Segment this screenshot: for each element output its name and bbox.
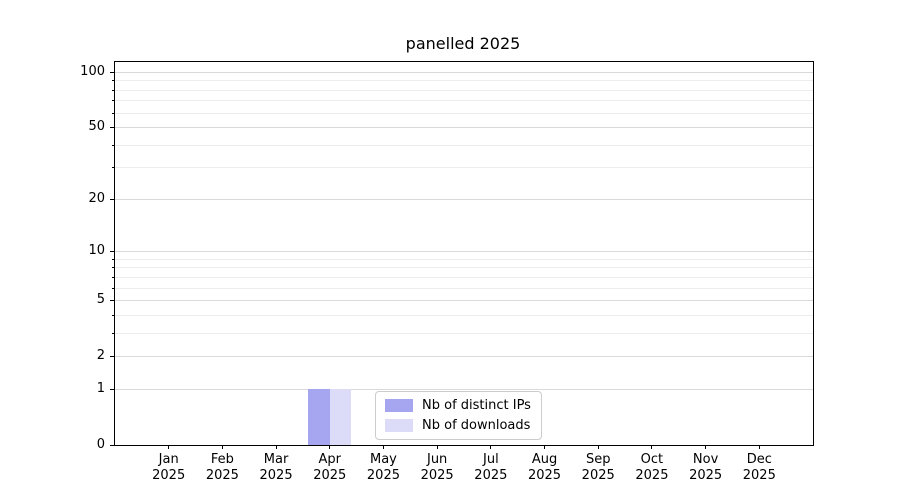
y-minor-gridline [115,167,813,169]
x-tick-label: Apr 2025 [298,452,362,484]
legend: Nb of distinct IPs Nb of downloads [375,391,542,440]
y-minor-gridline [115,287,813,289]
y-minor-tick [112,144,114,146]
bar-distinct-ips [308,388,330,445]
x-tick-year: 2025 [313,468,347,483]
x-tick-year: 2025 [205,468,239,483]
y-minor-gridline [115,276,813,278]
legend-entry: Nb of downloads [385,418,531,433]
y-minor-gridline [115,332,813,334]
y-minor-gridline [115,258,813,260]
y-minor-tick [112,100,114,102]
x-tick [436,445,438,449]
x-tick-year: 2025 [474,468,508,483]
x-tick-year: 2025 [366,468,400,483]
y-minor-tick [112,167,114,169]
x-tick-label: Aug 2025 [513,452,577,484]
y-minor-tick [112,89,114,91]
y-major-tick [110,71,114,73]
x-tick-year: 2025 [152,468,186,483]
x-tick [544,445,546,449]
bar-downloads [329,388,352,445]
y-minor-gridline [115,100,813,102]
x-tick [329,445,331,449]
y-major-gridline [115,127,813,129]
x-tick-label: Oct 2025 [620,452,684,484]
y-minor-gridline [115,112,813,114]
y-major-tick [110,251,114,253]
x-tick-label: Dec 2025 [727,452,791,484]
legend-swatch [385,419,413,432]
y-minor-gridline [115,144,813,146]
legend-label: Nb of distinct IPs [422,398,531,413]
x-tick-year: 2025 [742,468,776,483]
y-major-tick [110,388,114,390]
y-minor-tick [112,287,114,289]
legend-label: Nb of downloads [422,418,531,433]
x-tick [382,445,384,449]
y-major-gridline [115,356,813,358]
y-major-gridline [115,251,813,253]
x-tick-year: 2025 [527,468,562,483]
legend-swatch [385,399,413,412]
y-minor-tick [112,258,114,260]
x-tick [597,445,599,449]
x-tick-year: 2025 [635,468,669,483]
y-major-gridline [115,198,813,200]
y-minor-gridline [115,80,813,82]
y-major-tick [110,127,114,129]
x-tick [221,445,223,449]
x-tick [168,445,170,449]
x-tick-label: Feb 2025 [190,452,254,484]
y-minor-tick [112,112,114,114]
y-tick-label: 0 [96,437,105,452]
y-tick-label: 5 [96,292,105,308]
x-tick [651,445,653,449]
x-tick-label: Jan 2025 [137,452,201,484]
y-minor-tick [112,332,114,334]
x-tick-label: Nov 2025 [674,452,738,484]
x-tick-year: 2025 [581,468,615,483]
y-minor-gridline [115,267,813,269]
x-tick [490,445,492,449]
y-minor-gridline [115,314,813,316]
chart-title: panelled 2025 [405,34,521,53]
y-minor-tick [112,314,114,316]
x-tick-year: 2025 [259,468,293,483]
y-tick-label: 10 [88,243,105,259]
y-tick-label: 2 [96,348,105,364]
y-tick-label: 100 [80,63,105,79]
y-minor-tick [112,267,114,269]
y-major-tick [110,445,114,446]
legend-entry: Nb of distinct IPs [385,398,531,413]
y-major-tick [110,300,114,302]
x-tick-label: Jun 2025 [405,452,469,484]
y-major-tick [110,356,114,358]
y-major-gridline [115,71,813,73]
x-tick [275,445,277,449]
y-major-gridline [115,300,813,302]
y-tick-label: 20 [88,190,105,206]
y-tick-label: 50 [88,119,105,135]
x-tick-year: 2025 [689,468,723,483]
x-tick [705,445,707,449]
plot-area: 0 1 2 5 10 20 50 100 Jan 2025 Feb 2025 Mar 2025 Apr 202… [80,61,814,483]
y-tick-label: 1 [96,380,105,396]
x-tick-label: Jul 2025 [459,452,523,484]
x-tick-year: 2025 [420,468,454,483]
y-minor-tick [112,276,114,278]
x-tick-label: Sep 2025 [566,452,630,484]
y-minor-tick [112,80,114,82]
y-minor-gridline [115,89,813,91]
y-major-gridline [115,388,813,390]
y-major-tick [110,198,114,200]
x-tick [758,445,760,449]
x-tick-label: Mar 2025 [244,452,308,484]
x-tick-label: May 2025 [351,452,415,484]
